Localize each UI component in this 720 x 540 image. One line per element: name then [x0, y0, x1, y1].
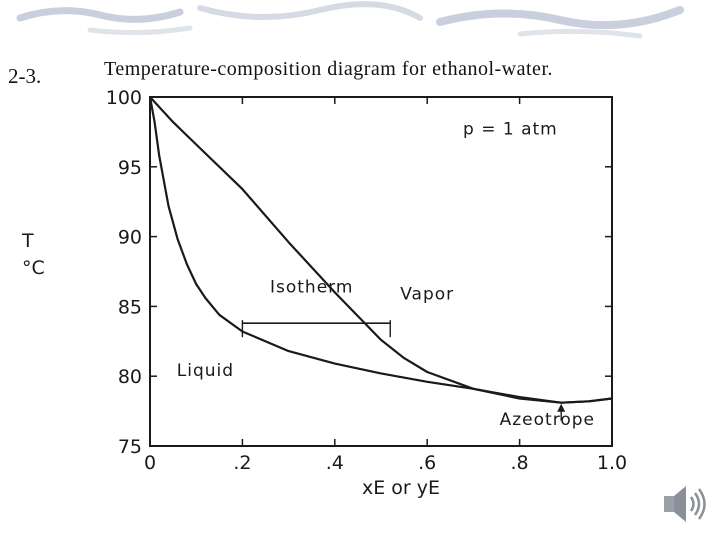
x-tick-label: .4 — [326, 452, 344, 474]
x-tick-label: .6 — [418, 452, 436, 474]
x-tick-label: .8 — [511, 452, 529, 474]
x-axis-label: xE or yE — [362, 477, 440, 499]
y-tick-label: 100 — [106, 87, 142, 109]
series-line-vapor — [149, 96, 613, 404]
y-axis-label: T — [21, 230, 34, 252]
plot-frame — [149, 96, 613, 447]
series-line-liquid — [148, 96, 613, 404]
annotation-label: Vapor — [400, 284, 454, 304]
x-tick-label: .2 — [233, 452, 251, 474]
y-tick-label: 80 — [118, 366, 142, 388]
y-axis-label-unit: °C — [22, 257, 45, 279]
y-tick-label: 75 — [118, 436, 142, 458]
annotation-label: Liquid — [177, 361, 234, 381]
figure-label: 2-3. — [8, 64, 42, 88]
annotation-label: Azeotrope — [500, 410, 595, 430]
figure-title: Temperature-composition diagram for etha… — [104, 58, 553, 80]
azeotrope-arrow-head — [557, 403, 566, 412]
x-tick-label: 1.0 — [597, 452, 627, 474]
x-tick-label: 0 — [144, 452, 156, 474]
y-tick-label: 95 — [118, 157, 142, 179]
annotation-label: Isotherm — [270, 277, 353, 297]
y-tick-label: 85 — [118, 296, 142, 318]
y-tick-label: 90 — [118, 227, 142, 249]
decorative-header-swirls — [16, 1, 684, 39]
annotation-label: p = 1 atm — [463, 120, 558, 140]
speaker-icon[interactable] — [656, 476, 712, 532]
